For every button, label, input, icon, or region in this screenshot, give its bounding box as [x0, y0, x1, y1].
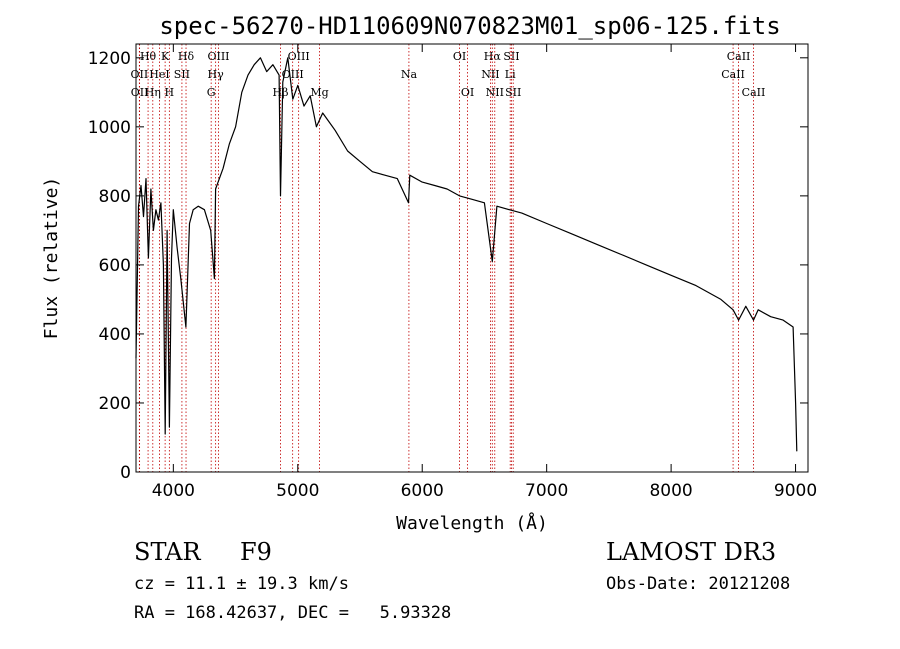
- y-tick-label-2: 400: [99, 325, 131, 345]
- x-tick-label-0: 4000: [152, 481, 195, 501]
- line-marker-label-top-7: SII: [503, 50, 519, 63]
- y-tick-label-4: 800: [99, 187, 131, 207]
- y-tick-label-1: 200: [99, 394, 131, 414]
- line-marker-label-top-0: Hθ: [140, 50, 157, 63]
- line-marker-label-middle-7: Li: [505, 68, 516, 81]
- line-marker-label-middle-5: Na: [401, 68, 418, 81]
- y-tick-label-0: 0: [120, 463, 131, 483]
- line-marker-label-bottom-7: NII: [486, 86, 504, 99]
- line-marker-label-bottom-5: Mg: [310, 86, 328, 99]
- line-marker-label-top-5: OI: [453, 50, 466, 63]
- line-marker-label-top-4: OIII: [288, 50, 310, 63]
- survey-name: LAMOST DR3: [606, 538, 777, 566]
- line-marker-label-middle-6: NII: [481, 68, 499, 81]
- plot-frame: [135, 43, 809, 473]
- redshift-text: cz = 11.1 ± 19.3 km/s: [134, 574, 349, 594]
- y-axis-label: Flux (relative): [41, 177, 62, 340]
- line-marker-label-bottom-4: Hβ: [273, 86, 289, 99]
- x-tick-label-1: 5000: [276, 481, 319, 501]
- line-marker-label-middle-4: OIII: [282, 68, 304, 81]
- y-tick-label-3: 600: [99, 256, 131, 276]
- y-tick-label-6: 1200: [88, 49, 131, 69]
- spectrum-series: [135, 57, 798, 452]
- line-marker-label-top-6: Hα: [484, 50, 502, 63]
- line-marker-label-top-1: K: [161, 50, 170, 63]
- x-tick-label-5: 9000: [774, 481, 817, 501]
- line-marker-label-middle-8: CaII: [721, 68, 745, 81]
- x-tick-label-3: 7000: [525, 481, 568, 501]
- y-tick-label-5: 1000: [88, 118, 131, 138]
- line-marker-label-bottom-1: Hη: [145, 86, 161, 99]
- line-marker-label-middle-1: HeI: [149, 68, 169, 81]
- line-marker-label-bottom-6: OI: [461, 86, 474, 99]
- object-subclass: F9: [240, 538, 272, 566]
- obs-date: Obs-Date: 20121208: [606, 574, 791, 594]
- line-marker-label-top-2: Hδ: [178, 50, 195, 63]
- line-marker-label-middle-0: OII: [131, 68, 149, 81]
- x-axis-label: Wavelength (Å): [396, 512, 548, 534]
- line-marker-label-bottom-3: G: [207, 86, 216, 99]
- line-marker-label-top-8: CaII: [727, 50, 751, 63]
- chart-title: spec-56270-HD110609N070823M01_sp06-125.f…: [159, 12, 780, 40]
- x-tick-label-4: 8000: [649, 481, 692, 501]
- x-tick-label-2: 6000: [401, 481, 444, 501]
- coordinates: RA = 168.42637, DEC = 5.93328: [134, 603, 452, 623]
- line-marker-label-bottom-2: H: [165, 86, 175, 99]
- line-marker-label-top-3: OIII: [207, 50, 229, 63]
- line-marker-label-middle-3: Hγ: [208, 68, 225, 81]
- series-line-flux: [135, 57, 798, 452]
- line-marker-label-middle-2: SII: [174, 68, 190, 81]
- object-class: STAR: [134, 538, 201, 566]
- line-marker-label-bottom-0: OII: [131, 86, 149, 99]
- axis-ticks: 4000 5000 6000 7000 8000 9000 0 200 400 600 800 100…: [88, 44, 817, 501]
- line-marker-label-bottom-8: SII: [505, 86, 521, 99]
- line-marker-label-bottom-9: CaII: [742, 86, 766, 99]
